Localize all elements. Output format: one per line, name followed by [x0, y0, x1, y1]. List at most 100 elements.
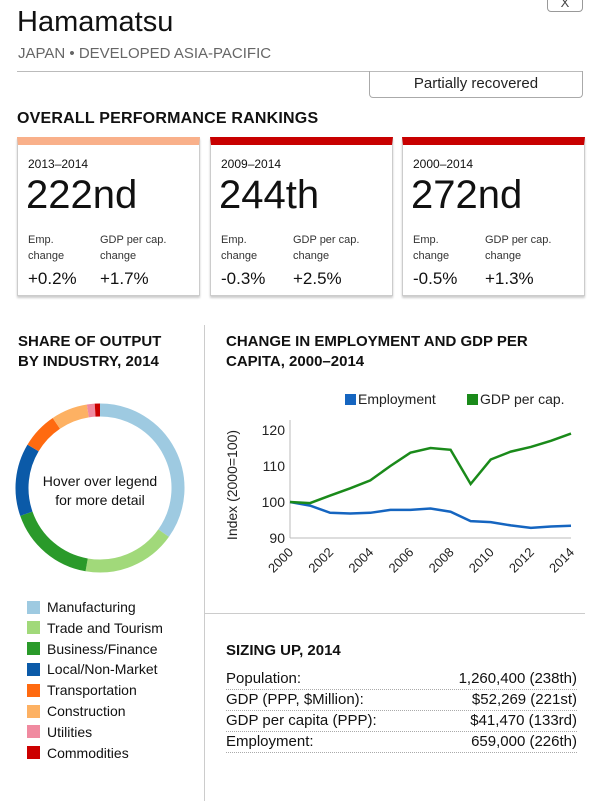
- share-heading-line: SHARE OF OUTPUT: [18, 333, 162, 350]
- legend-item[interactable]: Transportation: [27, 682, 137, 698]
- label-line: change: [221, 250, 258, 262]
- donut-slice-utilities[interactable]: [86, 403, 96, 418]
- sizing-heading: SIZING UP, 2014: [226, 642, 341, 659]
- series-line-employment: [289, 500, 572, 530]
- legend-item[interactable]: Trade and Tourism: [27, 620, 163, 636]
- legend-swatch: [467, 394, 478, 405]
- legend-item[interactable]: Business/Finance: [27, 641, 158, 657]
- emp-change-label: Emp. change: [28, 232, 64, 264]
- x-tick-label: 2014: [546, 545, 577, 576]
- ranking-period: 2013–2014: [28, 157, 89, 171]
- y-tick-label: 110: [263, 458, 286, 474]
- label-line: GDP per cap.: [100, 234, 167, 246]
- legend-swatch: [27, 704, 40, 718]
- share-heading-line: BY INDUSTRY, 2014: [18, 353, 159, 370]
- donut-center-text: Hover over legend for more detail: [30, 472, 170, 510]
- x-tick-label: 2010: [466, 545, 497, 576]
- y-axis-label: Index (2000=100): [224, 430, 240, 540]
- sizing-label: Employment:: [226, 733, 314, 750]
- divider: [17, 71, 583, 72]
- city-title: Hamamatsu: [17, 6, 174, 38]
- legend-swatch: [27, 621, 40, 635]
- series-line-gdp-per-cap: [289, 432, 572, 505]
- label-line: change: [413, 250, 450, 262]
- label-line: Emp.: [28, 234, 54, 246]
- sizing-value: 1,260,400 (238th): [458, 670, 577, 687]
- divider: [205, 613, 585, 614]
- emp-change-label: Emp. change: [413, 232, 449, 264]
- donut-slice-business-finance[interactable]: [20, 511, 88, 572]
- legend-item[interactable]: Local/Non-Market: [27, 661, 158, 677]
- label-line: change: [293, 250, 330, 262]
- emp-change-value: -0.5%: [413, 269, 458, 288]
- sizing-row: GDP per capita (PPP): $41,470 (133rd): [226, 711, 577, 732]
- emp-change-value: -0.3%: [221, 269, 266, 288]
- employment-gdp-line-chart: 90 100 110 120 2000 2002 2004 2006 2008 2010 2012 2…: [224, 391, 577, 576]
- ranking-value: 244th: [219, 173, 320, 217]
- legend-swatch: [27, 600, 40, 614]
- donut-hint: Hover over legend: [42, 473, 158, 489]
- donut-slice-construction[interactable]: [52, 404, 90, 429]
- label-line: GDP per cap.: [293, 234, 360, 246]
- chart-heading: CHANGE IN EMPLOYMENT AND GDP PER CAPITA, …: [226, 332, 528, 372]
- legend-swatch: [27, 662, 40, 676]
- chart-heading-line: CAPITA, 2000–2014: [226, 353, 365, 370]
- emp-change-value: +0.2%: [28, 269, 77, 288]
- sizing-row: Employment: 659,000 (226th): [226, 732, 577, 753]
- industry-donut-chart: [15, 403, 185, 573]
- emp-change-label: Emp. change: [221, 232, 257, 264]
- legend-item[interactable]: Utilities: [27, 724, 92, 740]
- donut-slice-transportation[interactable]: [27, 417, 61, 452]
- legend-item[interactable]: Manufacturing: [27, 599, 136, 615]
- donut-hint: for more detail: [55, 492, 145, 508]
- legend-label: Utilities: [47, 723, 93, 740]
- y-tick-label: 120: [262, 422, 286, 438]
- legend-item[interactable]: Commodities: [27, 745, 129, 761]
- legend-label: Trade and Tourism: [47, 619, 163, 636]
- close-button[interactable]: X: [547, 0, 583, 12]
- rankings-heading: OVERALL PERFORMANCE RANKINGS: [17, 110, 319, 127]
- gdp-change-value: +1.3%: [485, 269, 534, 288]
- chart-heading-line: CHANGE IN EMPLOYMENT AND GDP PER: [226, 333, 528, 350]
- label-line: Emp.: [221, 234, 247, 246]
- legend-label: Local/Non-Market: [47, 661, 158, 678]
- divider: [204, 325, 205, 801]
- sizing-row: Population: 1,260,400 (238th): [226, 669, 577, 690]
- chart-legend-label[interactable]: Employment: [358, 391, 436, 407]
- gdp-change-label: GDP per cap. change: [485, 232, 551, 264]
- x-tick-label: 2000: [265, 545, 296, 576]
- ranking-card: 2013–2014 222nd Emp. change GDP per cap. c…: [17, 137, 200, 296]
- gdp-change-label: GDP per cap. change: [293, 232, 359, 264]
- x-tick-label: 2002: [305, 545, 336, 576]
- ranking-period: 2009–2014: [221, 157, 282, 171]
- y-tick-label: 100: [262, 494, 286, 510]
- x-tick-label: 2004: [345, 545, 376, 576]
- sizing-label: GDP (PPP, $Million):: [226, 691, 364, 708]
- y-tick-label: 90: [269, 530, 285, 546]
- legend-item[interactable]: Construction: [27, 703, 126, 719]
- legend-swatch: [27, 683, 40, 697]
- gdp-change-value: +1.7%: [100, 269, 149, 288]
- x-tick-label: 2012: [506, 545, 537, 576]
- donut-slice-local-non-market[interactable]: [15, 444, 39, 516]
- legend-label: Transportation: [47, 682, 137, 699]
- chart-legend-label[interactable]: GDP per cap.: [480, 391, 565, 407]
- sizing-row: GDP (PPP, $Million): $52,269 (221st): [226, 690, 577, 711]
- status-badge: Partially recovered: [369, 71, 583, 98]
- legend-label: Business/Finance: [47, 640, 158, 657]
- label-line: change: [100, 250, 137, 262]
- label-line: GDP per cap.: [485, 234, 552, 246]
- share-heading: SHARE OF OUTPUT BY INDUSTRY, 2014: [18, 332, 161, 372]
- ranking-value: 222nd: [26, 173, 138, 217]
- sizing-label: Population:: [226, 670, 302, 687]
- city-subtitle: JAPAN • DEVELOPED ASIA-PACIFIC: [18, 45, 272, 62]
- donut-slice-trade-and-tourism[interactable]: [85, 529, 169, 573]
- legend-swatch: [345, 394, 356, 405]
- donut-slice-manufacturing[interactable]: [99, 403, 185, 537]
- ranking-card: 2009–2014 244th Emp. change GDP per cap. c…: [210, 137, 393, 296]
- x-tick-label: 2006: [385, 545, 416, 576]
- legend-swatch: [27, 746, 40, 760]
- sizing-value: $52,269 (221st): [471, 691, 577, 708]
- ranking-card: 2000–2014 272nd Emp. change GDP per cap. c…: [402, 137, 585, 296]
- gdp-change-value: +2.5%: [293, 269, 342, 288]
